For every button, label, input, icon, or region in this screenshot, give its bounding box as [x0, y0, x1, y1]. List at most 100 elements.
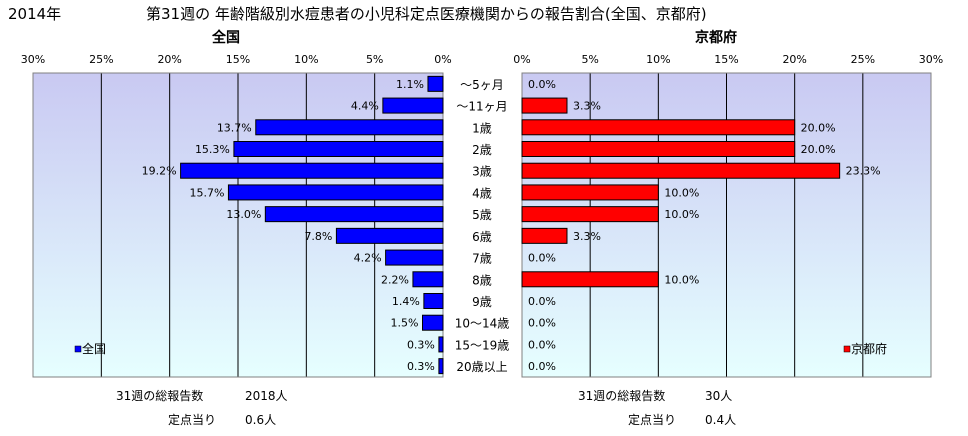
kyoto-tick-label: 15%	[714, 53, 738, 66]
kyoto-bar	[521, 162, 841, 179]
national-tick-label: 25%	[89, 53, 113, 66]
kyoto-data-label: 0.0%	[528, 252, 556, 265]
kyoto-data-label: 10.0%	[664, 208, 699, 221]
kyoto-data-label: 0.0%	[528, 338, 556, 351]
kyoto-data-label: 23.3%	[846, 165, 881, 178]
national-legend-swatch	[74, 345, 82, 353]
national-legend-label: 全国	[82, 341, 106, 356]
national-bar	[423, 293, 444, 309]
national-bar	[227, 184, 444, 201]
national-bar	[422, 314, 444, 331]
kyoto-tick-label: 10%	[646, 53, 670, 66]
kyoto-per-value: 0.4人	[705, 413, 737, 427]
national-total-value: 2018人	[245, 389, 288, 403]
national-data-label: 0.3%	[407, 338, 435, 351]
kyoto-data-label: 0.0%	[528, 360, 556, 373]
kyoto-bar	[521, 119, 796, 136]
kyoto-data-label: 0.0%	[528, 78, 556, 91]
kyoto-data-label: 0.0%	[528, 295, 556, 308]
national-bar	[255, 119, 444, 136]
kyoto-data-label: 10.0%	[664, 186, 699, 199]
national-data-label: 1.5%	[391, 317, 419, 330]
kyoto-plot-border	[521, 72, 932, 378]
national-data-label: 19.2%	[142, 165, 177, 178]
national-bar	[438, 336, 444, 353]
kyoto-bar	[521, 97, 568, 114]
kyoto-bar	[521, 271, 659, 288]
national-total-label: 31週の総報告数	[116, 389, 204, 403]
national-plot-border	[32, 72, 444, 378]
national-tick-label: 10%	[294, 53, 318, 66]
national-data-label: 15.3%	[195, 143, 230, 156]
category-label: 4歳	[472, 186, 492, 200]
national-data-label: 7.8%	[304, 230, 332, 243]
national-bar	[335, 227, 444, 244]
kyoto-panel-title: 京都府	[695, 30, 737, 46]
kyoto-bar	[521, 227, 568, 244]
national-per-label: 定点当り	[168, 413, 217, 427]
chart-title: 第31週の 年齢階級別水痘患者の小児科定点医療機関からの報告割合(全国、京都府)	[146, 5, 707, 23]
kyoto-data-label: 3.3%	[573, 100, 601, 113]
national-tick-label: 20%	[157, 53, 181, 66]
category-label: 3歳	[472, 165, 492, 179]
category-label: 20歳以上	[456, 360, 507, 374]
national-bar	[438, 358, 444, 375]
kyoto-tick-label: 0%	[513, 53, 530, 66]
kyoto-total-value: 30人	[705, 389, 733, 403]
category-label: 7歳	[472, 252, 492, 266]
national-bar	[264, 206, 444, 223]
kyoto-data-label: 10.0%	[664, 273, 699, 286]
kyoto-legend-label: 京都府	[851, 341, 887, 356]
national-panel-title: 全国	[212, 30, 240, 46]
national-tick-label: 5%	[366, 53, 383, 66]
national-bar	[385, 249, 444, 266]
national-tick-label: 15%	[226, 53, 250, 66]
national-tick-label: 0%	[434, 53, 451, 66]
category-label: 15～19歳	[455, 338, 510, 352]
category-label: 6歳	[472, 230, 492, 244]
national-data-label: 13.0%	[226, 208, 261, 221]
kyoto-panel: 0% 5% 10% 15% 20% 25% 30% 0.0% 3.3% 20.0% 20.0% 23.…	[513, 53, 943, 378]
national-data-label: 1.4%	[392, 295, 420, 308]
kyoto-data-label: 20.0%	[801, 143, 836, 156]
national-tick-label: 30%	[21, 53, 45, 66]
category-label: 5歳	[472, 208, 492, 222]
kyoto-tick-label: 5%	[581, 53, 598, 66]
category-label: 9歳	[472, 295, 492, 309]
category-label: ～5ヶ月	[460, 78, 504, 92]
national-data-label: 4.2%	[354, 252, 382, 265]
kyoto-total-label: 31週の総報告数	[578, 389, 666, 403]
kyoto-data-label: 20.0%	[801, 121, 836, 134]
category-label: 2歳	[472, 143, 492, 157]
kyoto-bar	[521, 184, 659, 201]
national-data-label: 15.7%	[189, 186, 224, 199]
category-labels: ～5ヶ月 ～11ヶ月 1歳 2歳 3歳 4歳 5歳 6歳 7歳 8歳 9歳 10～14歳 15～19歳 2…	[455, 78, 510, 374]
year-label: 2014年	[8, 5, 62, 23]
national-bar	[412, 271, 444, 288]
national-data-label: 0.3%	[407, 360, 435, 373]
kyoto-tick-label: 25%	[851, 53, 875, 66]
national-bar	[427, 75, 444, 92]
national-bar	[180, 162, 444, 179]
national-bar	[233, 141, 444, 157]
category-label: 1歳	[472, 121, 492, 135]
kyoto-per-label: 定点当り	[628, 413, 677, 427]
kyoto-tick-label: 20%	[782, 53, 806, 66]
category-label: 8歳	[472, 273, 492, 287]
kyoto-tick-label: 30%	[919, 53, 943, 66]
kyoto-bar	[521, 206, 659, 223]
national-data-label: 13.7%	[217, 121, 252, 134]
national-data-label: 2.2%	[381, 273, 409, 286]
national-data-label: 4.4%	[351, 100, 379, 113]
category-label: ～11ヶ月	[456, 100, 507, 114]
national-data-label: 1.1%	[396, 78, 424, 91]
kyoto-legend-swatch	[843, 345, 851, 353]
national-panel: 30% 25% 20% 15% 10% 5% 0% 1.1% 4.4% 13.7% 15.3% 19.…	[21, 53, 452, 378]
kyoto-data-label: 3.3%	[573, 230, 601, 243]
kyoto-data-label: 0.0%	[528, 317, 556, 330]
category-label: 10～14歳	[455, 317, 510, 331]
national-bar	[382, 97, 444, 114]
national-per-value: 0.6人	[245, 413, 277, 427]
